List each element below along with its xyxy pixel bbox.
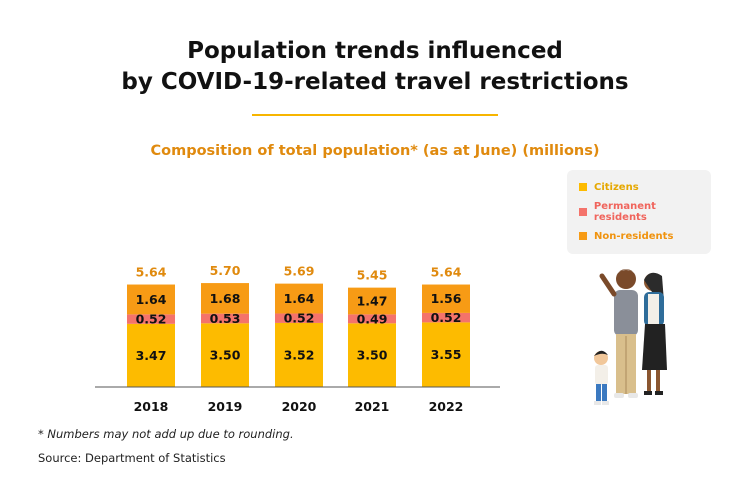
title-divider xyxy=(252,114,498,116)
total-label-2022: 5.64 xyxy=(431,265,462,280)
legend-swatch-permanent-residents xyxy=(579,208,587,216)
value-label-citizens-2018: 3.47 xyxy=(136,348,167,363)
legend-label-permanent-residents: Permanent residents xyxy=(593,201,656,223)
legend-item-non-residents: Non-residents xyxy=(579,229,673,243)
bar-permanent-residents-2020 xyxy=(275,313,323,323)
chart-title: Population trends influenced by COVID-19… xyxy=(0,36,750,98)
bar-non-residents-2018 xyxy=(127,284,175,315)
value-label-non-residents-2020: 1.64 xyxy=(284,291,315,306)
legend-item-permanent-residents: Permanent residents xyxy=(579,201,711,223)
x-tick-2019: 2019 xyxy=(208,399,243,414)
value-label-non-residents-2021: 1.47 xyxy=(357,294,388,309)
value-label-citizens-2019: 3.50 xyxy=(210,348,241,363)
value-label-permanent-residents-2018: 0.52 xyxy=(136,312,167,327)
value-label-permanent-residents-2019: 0.53 xyxy=(210,311,241,326)
bar-citizens-2018 xyxy=(127,323,175,387)
value-label-non-residents-2019: 1.68 xyxy=(210,291,241,306)
x-tick-2021: 2021 xyxy=(355,399,390,414)
chart-subtitle: Composition of total population* (as at … xyxy=(150,143,600,159)
value-label-citizens-2021: 3.50 xyxy=(357,348,388,363)
legend-swatch-citizens xyxy=(579,183,587,191)
value-label-citizens-2022: 3.55 xyxy=(431,347,462,362)
bar-permanent-residents-2021 xyxy=(348,314,396,324)
bar-non-residents-2019 xyxy=(201,283,249,314)
value-label-non-residents-2022: 1.56 xyxy=(431,291,462,306)
bar-non-residents-2021 xyxy=(348,287,396,315)
total-label-2021: 5.45 xyxy=(357,268,388,283)
bar-non-residents-2022 xyxy=(422,284,470,313)
legend: Citizens Permanent residents Non-residen… xyxy=(567,170,711,254)
bar-permanent-residents-2022 xyxy=(422,312,470,323)
footnote: * Numbers may not add up due to rounding… xyxy=(38,427,294,441)
value-label-non-residents-2018: 1.64 xyxy=(136,292,167,307)
legend-item-citizens: Citizens xyxy=(579,180,639,194)
bar-permanent-residents-2019 xyxy=(201,313,249,324)
x-tick-2020: 2020 xyxy=(282,399,317,414)
legend-label-non-residents: Non-residents xyxy=(594,230,674,242)
value-label-permanent-residents-2021: 0.49 xyxy=(357,311,388,326)
value-label-permanent-residents-2022: 0.52 xyxy=(431,310,462,325)
x-tick-2018: 2018 xyxy=(134,399,169,414)
bar-citizens-2021 xyxy=(348,323,396,387)
legend-swatch-non-residents xyxy=(579,232,587,240)
source-note: Source: Department of Statistics xyxy=(38,451,226,465)
title-line-2: by COVID-19-related travel restrictions xyxy=(121,69,629,95)
bar-non-residents-2020 xyxy=(275,283,323,314)
total-label-2020: 5.69 xyxy=(284,264,315,279)
total-label-2019: 5.70 xyxy=(210,263,241,278)
value-label-citizens-2020: 3.52 xyxy=(284,347,315,362)
bar-permanent-residents-2018 xyxy=(127,314,175,324)
bar-citizens-2020 xyxy=(275,322,323,387)
title-line-1: Population trends influenced xyxy=(187,38,563,64)
bar-citizens-2022 xyxy=(422,322,470,387)
bar-citizens-2019 xyxy=(201,323,249,387)
total-label-2018: 5.64 xyxy=(136,265,167,280)
legend-label-citizens: Citizens xyxy=(594,181,639,193)
x-tick-2022: 2022 xyxy=(429,399,464,414)
value-label-permanent-residents-2020: 0.52 xyxy=(284,311,315,326)
family-illustration xyxy=(594,269,667,405)
